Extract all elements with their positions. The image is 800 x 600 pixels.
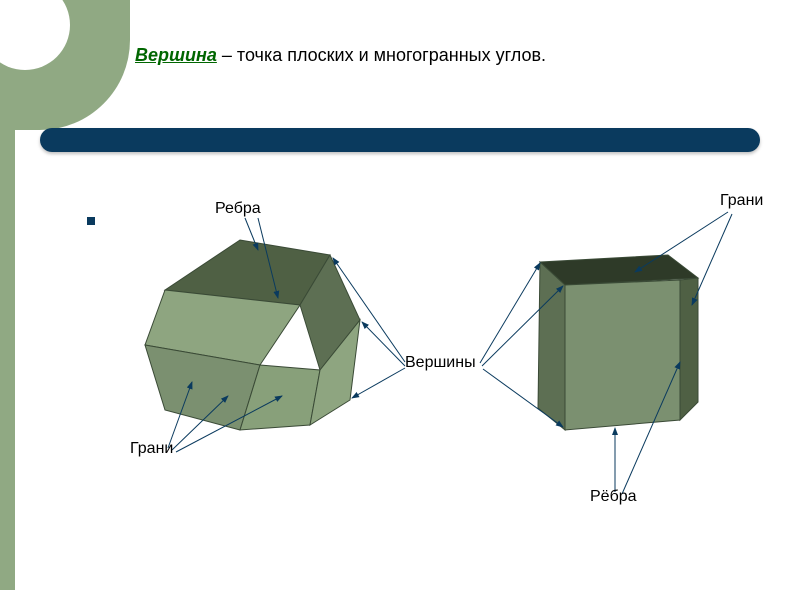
- label-edges-left: Ребра: [215, 200, 261, 218]
- label-faces-right: Грани: [720, 192, 763, 210]
- cube-face-right: [680, 278, 698, 420]
- cube-vertex-arrow-1: [480, 263, 540, 363]
- cube-face-front: [565, 280, 680, 430]
- cube-face-arrow-2: [692, 214, 732, 305]
- label-faces-left: Грани: [130, 440, 173, 458]
- slide-canvas: Вершина – точка плоских и многогранных у…: [0, 0, 800, 600]
- label-edges-right: Рёбра: [590, 488, 637, 506]
- cube-face-arrow-1: [635, 212, 728, 272]
- label-vertices: Вершины: [405, 354, 476, 372]
- cube-polyhedron: [0, 0, 800, 600]
- cube-face-left: [538, 262, 565, 430]
